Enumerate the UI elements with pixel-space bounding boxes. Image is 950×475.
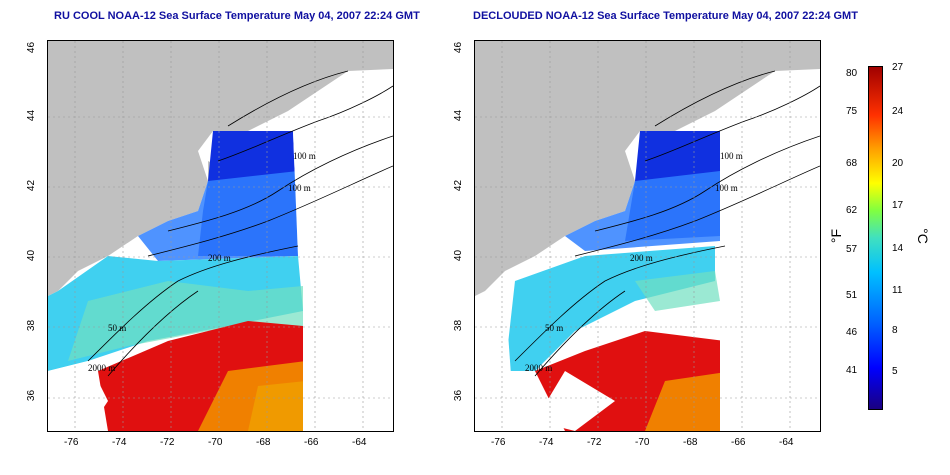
left-map-panel: 100 m 100 m 200 m 50 m 2000 m bbox=[47, 40, 394, 432]
right-map-panel: 100 m 100 m 200 m 50 m 2000 m bbox=[474, 40, 821, 432]
contour-label: 200 m bbox=[208, 253, 231, 263]
c-tick: 8 bbox=[892, 325, 898, 336]
land-mass bbox=[475, 41, 820, 296]
temperature-colorbar bbox=[868, 66, 883, 410]
isobath-contour bbox=[644, 70, 820, 162]
c-tick: 24 bbox=[892, 106, 904, 117]
c-tick: 11 bbox=[892, 285, 903, 296]
c-tick: 5 bbox=[892, 366, 898, 377]
left-sst-map: 100 m 100 m 200 m 50 m 2000 m bbox=[48, 41, 393, 431]
x-tick: -66 bbox=[731, 437, 746, 448]
f-tick: 57 bbox=[846, 244, 858, 255]
lat-lon-grid bbox=[48, 41, 393, 431]
lat-lon-grid bbox=[475, 41, 820, 431]
x-tick: -70 bbox=[635, 437, 650, 448]
contour-label: 100 m bbox=[288, 183, 311, 193]
x-tick: -66 bbox=[304, 437, 319, 448]
f-tick: 62 bbox=[846, 205, 858, 216]
x-tick: -68 bbox=[683, 437, 698, 448]
mid-water bbox=[138, 171, 298, 261]
y-tick: 36 bbox=[26, 389, 38, 402]
y-tick: 44 bbox=[26, 109, 38, 122]
f-tick: 41 bbox=[846, 365, 858, 376]
y-tick: 46 bbox=[26, 41, 38, 54]
y-tick: 38 bbox=[26, 319, 38, 332]
contour-label: 2000 m bbox=[525, 363, 552, 373]
x-tick: -64 bbox=[779, 437, 794, 448]
x-tick: -74 bbox=[112, 437, 127, 448]
y-tick: 42 bbox=[453, 179, 465, 192]
y-tick: 40 bbox=[453, 249, 465, 262]
f-tick: 75 bbox=[846, 106, 858, 117]
left-panel-title: RU COOL NOAA-12 Sea Surface Temperature … bbox=[54, 10, 420, 22]
mid-water bbox=[565, 171, 720, 251]
c-tick: 20 bbox=[892, 158, 904, 169]
right-sst-map: 100 m 100 m 200 m 50 m 2000 m bbox=[475, 41, 820, 431]
contour-label: 50 m bbox=[108, 323, 126, 333]
f-tick: 68 bbox=[846, 158, 858, 169]
y-tick: 40 bbox=[26, 249, 38, 262]
contour-label: 2000 m bbox=[88, 363, 115, 373]
contour-label: 50 m bbox=[545, 323, 563, 333]
x-tick: -76 bbox=[491, 437, 506, 448]
y-tick: 42 bbox=[26, 179, 38, 192]
contour-label: 100 m bbox=[720, 151, 743, 161]
c-tick: 27 bbox=[892, 62, 904, 73]
y-tick: 44 bbox=[453, 109, 465, 122]
contour-label: 100 m bbox=[293, 151, 316, 161]
y-tick: 38 bbox=[453, 319, 465, 332]
x-tick: -72 bbox=[587, 437, 602, 448]
x-tick: -72 bbox=[160, 437, 175, 448]
c-tick: 17 bbox=[892, 200, 904, 211]
x-tick: -76 bbox=[64, 437, 79, 448]
fahrenheit-unit: °F bbox=[828, 228, 845, 244]
right-panel-title: DECLOUDED NOAA-12 Sea Surface Temperatur… bbox=[473, 10, 858, 22]
x-tick: -68 bbox=[256, 437, 271, 448]
f-tick: 51 bbox=[846, 290, 858, 301]
x-tick: -64 bbox=[352, 437, 367, 448]
c-tick: 14 bbox=[892, 243, 904, 254]
contour-label: 200 m bbox=[630, 253, 653, 263]
y-tick: 46 bbox=[453, 41, 465, 54]
x-tick: -74 bbox=[539, 437, 554, 448]
x-tick: -70 bbox=[208, 437, 223, 448]
land-mass bbox=[48, 41, 393, 296]
isobath-contour bbox=[217, 70, 393, 162]
y-tick: 36 bbox=[453, 389, 465, 402]
f-tick: 80 bbox=[846, 68, 858, 79]
f-tick: 46 bbox=[846, 327, 858, 338]
shelf-water bbox=[505, 246, 715, 371]
contour-label: 100 m bbox=[715, 183, 738, 193]
celsius-unit: °C bbox=[914, 228, 931, 244]
